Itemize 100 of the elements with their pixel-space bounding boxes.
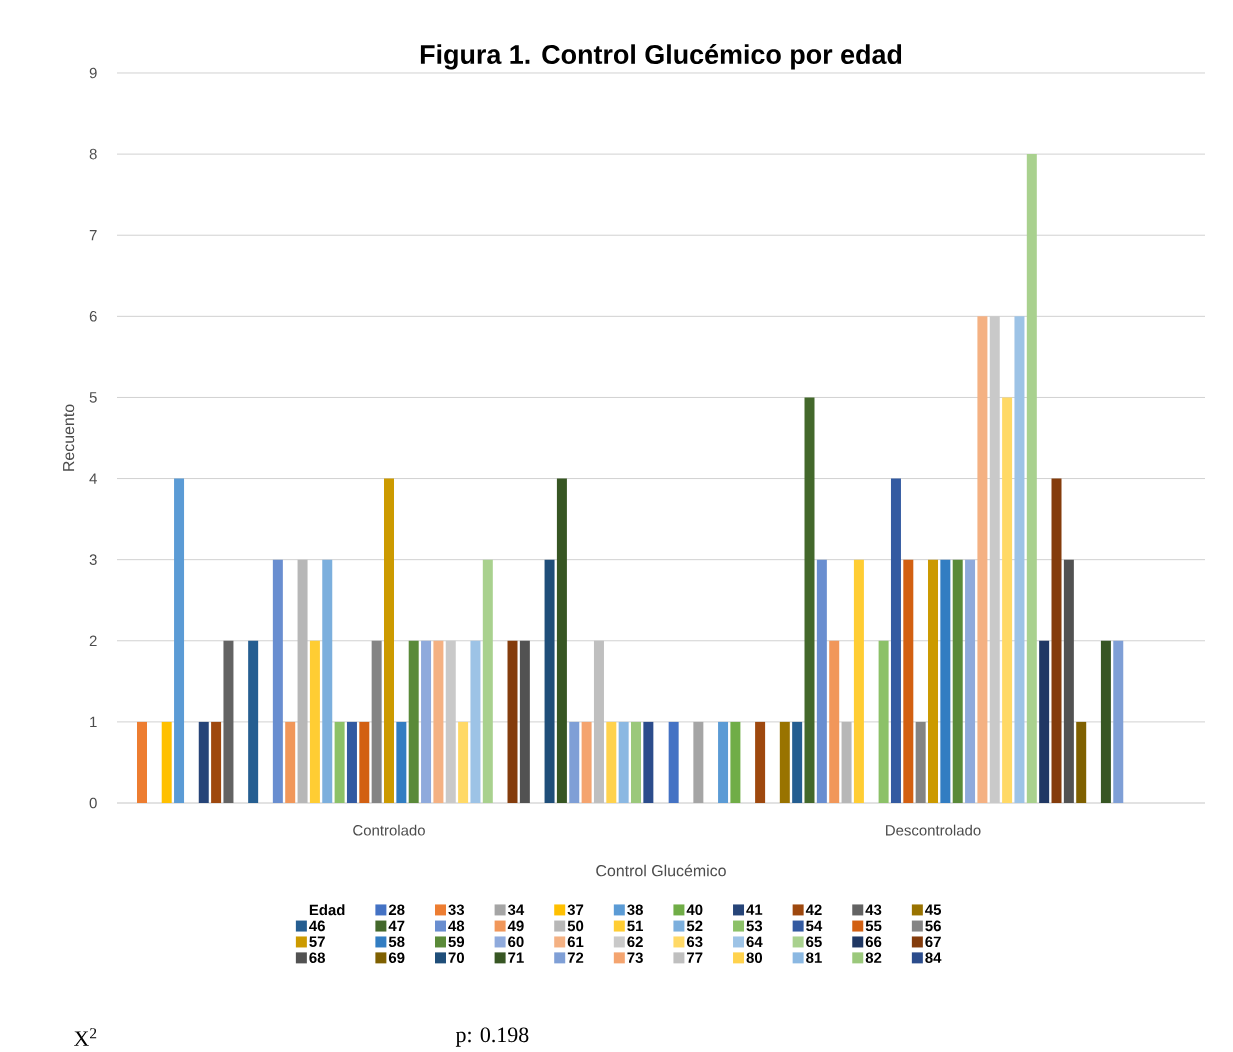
y-tick-label: 9 bbox=[89, 67, 97, 79]
bar bbox=[853, 559, 864, 803]
bar bbox=[593, 640, 604, 803]
legend-label: 33 bbox=[448, 904, 465, 916]
legend-label: 68 bbox=[309, 952, 326, 963]
bar bbox=[779, 721, 790, 803]
legend-label: 38 bbox=[627, 904, 643, 916]
legend-label: 82 bbox=[865, 952, 882, 963]
legend-label: 50 bbox=[567, 920, 584, 932]
legend-label: 55 bbox=[865, 920, 882, 932]
bar bbox=[841, 721, 852, 803]
bar bbox=[1051, 478, 1062, 803]
bar bbox=[272, 559, 283, 803]
bar bbox=[211, 721, 222, 803]
bar bbox=[198, 721, 209, 803]
bar bbox=[346, 721, 357, 803]
bar bbox=[618, 721, 629, 803]
legend-label: 58 bbox=[388, 936, 405, 948]
bar bbox=[643, 721, 654, 803]
bar bbox=[606, 721, 617, 803]
legend-label: 49 bbox=[507, 920, 524, 932]
bar bbox=[433, 640, 444, 803]
legend-label: 34 bbox=[507, 904, 525, 916]
bar bbox=[878, 640, 889, 803]
bar bbox=[174, 478, 185, 803]
bar bbox=[792, 721, 803, 803]
legend-label: 46 bbox=[309, 920, 325, 932]
bar bbox=[223, 640, 234, 803]
bar bbox=[458, 721, 469, 803]
y-tick-label: 0 bbox=[89, 797, 97, 809]
y-tick-label: 7 bbox=[89, 230, 97, 241]
legend-label: 67 bbox=[925, 936, 941, 948]
legend-label: 71 bbox=[508, 952, 524, 963]
legend-label: 56 bbox=[925, 920, 941, 932]
legend-label: 42 bbox=[805, 904, 822, 915]
y-tick-label: 1 bbox=[90, 716, 97, 728]
y-tick-label: 2 bbox=[89, 635, 97, 646]
bar bbox=[334, 721, 345, 803]
bar bbox=[544, 559, 555, 803]
bar bbox=[940, 559, 951, 803]
bar bbox=[1113, 640, 1124, 803]
legend-label: 61 bbox=[567, 936, 584, 948]
legend-label: 47 bbox=[388, 920, 405, 931]
y-axis-title: Recuento bbox=[63, 404, 75, 471]
bar bbox=[1026, 154, 1037, 803]
legend-label: 51 bbox=[627, 920, 644, 932]
legend-label: 43 bbox=[865, 904, 882, 916]
bar bbox=[371, 640, 382, 803]
bar bbox=[1063, 559, 1074, 803]
bar bbox=[519, 640, 530, 803]
chart-title: Figura 1. Control Glucémico por edad bbox=[420, 44, 902, 70]
y-tick-label: 6 bbox=[89, 311, 97, 322]
bar bbox=[470, 640, 481, 803]
legend-label: 40 bbox=[686, 904, 703, 916]
bar bbox=[693, 721, 704, 803]
legend-label: 54 bbox=[806, 920, 823, 932]
legend-label: 53 bbox=[746, 920, 763, 932]
bar bbox=[1039, 640, 1050, 803]
legend-label: 52 bbox=[686, 920, 703, 932]
bar bbox=[408, 640, 419, 803]
bar bbox=[137, 721, 147, 803]
bar bbox=[890, 478, 901, 803]
bar bbox=[952, 559, 963, 803]
legend-label: 72 bbox=[567, 952, 584, 963]
legend-title: Edad bbox=[309, 904, 345, 916]
bar bbox=[285, 721, 296, 803]
bar bbox=[730, 721, 741, 803]
bar bbox=[556, 478, 567, 803]
legend-label: 45 bbox=[925, 904, 942, 915]
bar bbox=[569, 721, 580, 803]
x-tick-label: Descontrolado bbox=[886, 824, 981, 836]
bar bbox=[1014, 316, 1025, 803]
bar bbox=[161, 721, 172, 803]
bar bbox=[631, 721, 642, 803]
bar bbox=[581, 721, 592, 803]
y-tick-label: 3 bbox=[89, 554, 97, 565]
bar bbox=[482, 559, 493, 803]
x-tick-label: Controlado bbox=[353, 824, 425, 836]
bar bbox=[804, 397, 815, 803]
legend-label: 65 bbox=[806, 936, 822, 948]
legend-label: 66 bbox=[865, 936, 882, 948]
bar bbox=[829, 640, 840, 803]
bar bbox=[384, 478, 395, 803]
bar bbox=[903, 559, 914, 803]
bar bbox=[248, 640, 259, 803]
legend-label: 80 bbox=[746, 952, 763, 963]
x-axis-title: Control Glucémico bbox=[596, 864, 726, 877]
bar bbox=[668, 721, 679, 803]
legend-label: 73 bbox=[627, 952, 643, 964]
legend-label: 37 bbox=[567, 904, 584, 916]
legend-label: 64 bbox=[746, 936, 763, 948]
y-tick-label: 4 bbox=[89, 473, 97, 484]
legend-label: 70 bbox=[448, 952, 464, 963]
legend-label: 84 bbox=[925, 952, 942, 963]
bar bbox=[359, 721, 370, 803]
bar bbox=[915, 721, 926, 803]
bar bbox=[309, 640, 320, 803]
legend-label: 28 bbox=[388, 904, 405, 916]
legend-label: 60 bbox=[508, 936, 524, 948]
text: X$^{2}$ bbox=[74, 1028, 97, 1046]
